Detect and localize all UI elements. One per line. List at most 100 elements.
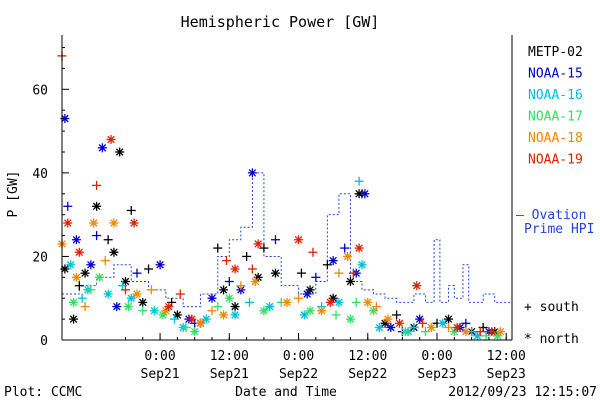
- x-tick-label-time: 0:00: [421, 349, 452, 364]
- noaa-17-south-point: [213, 302, 223, 312]
- noaa-15-south-point: [340, 243, 350, 253]
- noaa-17-north-point: [305, 306, 315, 316]
- metp-02-south-point: [242, 251, 252, 261]
- noaa-17-south-point: [420, 327, 430, 337]
- noaa-18-north-point: [161, 306, 171, 316]
- x-tick-label-time: 12:00: [487, 349, 526, 364]
- noaa-18-north-point: [495, 327, 505, 337]
- legend-ovation-line1: — Ovation: [516, 208, 586, 223]
- metp-02-north-point: [115, 147, 125, 157]
- noaa-18-south-point: [334, 268, 344, 278]
- metp-02-south-point: [392, 310, 402, 320]
- metp-02-south-point: [126, 205, 136, 215]
- noaa-19-south-point: [92, 180, 102, 190]
- x-axis-label: Date and Time: [235, 385, 337, 400]
- metp-02-south-point: [296, 268, 306, 278]
- noaa-17-south-point: [86, 285, 96, 295]
- noaa-18-south-point: [146, 285, 156, 295]
- legend-item-noaa-15: NOAA-15: [528, 67, 583, 82]
- metp-02-north-point: [80, 268, 90, 278]
- y-tick-label: 40: [32, 167, 48, 182]
- footer-plot-label: Plot: CCMC: [4, 385, 82, 400]
- noaa-18-north-point: [89, 218, 99, 228]
- noaa-16-north-point: [66, 260, 76, 270]
- noaa-18-north-point: [461, 327, 471, 337]
- noaa-18-south-point: [294, 293, 304, 303]
- noaa-18-south-point: [444, 322, 454, 332]
- y-tick-label: 0: [40, 334, 48, 349]
- x-tick-label-time: 0:00: [283, 349, 314, 364]
- noaa-19-north-point: [395, 318, 404, 328]
- noaa-16-north-point: [438, 318, 448, 328]
- metp-02-north-point: [444, 314, 454, 324]
- x-tick-label-date: Sep22: [279, 367, 318, 382]
- legend-item-metp-02: METP-02: [528, 45, 583, 60]
- noaa-19-south-point: [475, 327, 485, 337]
- noaa-19-north-point: [106, 134, 116, 144]
- noaa-15-north-point: [328, 256, 338, 266]
- x-tick-label-date: Sep21: [141, 367, 180, 382]
- noaa-18-north-point: [109, 218, 119, 228]
- noaa-18-north-point: [363, 297, 373, 307]
- noaa-16-north-point: [334, 297, 344, 307]
- noaa-17-north-point: [95, 272, 104, 282]
- legend-north-marker: * north: [524, 332, 579, 347]
- noaa-19-south-point: [120, 285, 130, 295]
- noaa-19-south-point: [308, 247, 318, 257]
- noaa-19-north-point: [63, 218, 73, 228]
- noaa-18-south-point: [207, 306, 217, 316]
- metp-02-north-point: [219, 285, 229, 295]
- noaa-15-north-point: [302, 289, 312, 299]
- noaa-17-north-point: [449, 327, 459, 337]
- noaa-19-north-point: [253, 239, 263, 249]
- noaa-18-north-point: [282, 297, 292, 307]
- noaa-19-south-point: [175, 289, 185, 299]
- noaa-19-south-point: [247, 264, 257, 274]
- metp-02-south-point: [103, 235, 113, 245]
- noaa-16-north-point: [357, 260, 367, 270]
- noaa-15-north-point: [247, 168, 257, 178]
- noaa-15-north-point: [86, 260, 96, 270]
- noaa-17-north-point: [400, 327, 410, 337]
- noaa-18-south-point: [371, 302, 381, 312]
- noaa-16-north-point: [299, 310, 309, 320]
- noaa-15-south-point: [270, 235, 280, 245]
- noaa-18-north-point: [132, 289, 142, 299]
- noaa-19-north-point: [187, 314, 197, 324]
- noaa-19-north-point: [294, 235, 304, 245]
- footer-timestamp: 2012/09/23 12:15:07: [448, 385, 597, 400]
- noaa-19-south-point: [418, 318, 428, 328]
- noaa-19-north-point: [325, 297, 335, 307]
- noaa-17-south-point: [331, 310, 341, 320]
- noaa-17-north-point: [190, 327, 200, 337]
- noaa-15-south-point: [63, 201, 73, 211]
- metp-02-north-point: [69, 314, 79, 324]
- noaa-17-north-point: [369, 306, 379, 316]
- noaa-15-south-point: [92, 231, 102, 241]
- metp-02-south-point: [144, 264, 154, 274]
- noaa-15-north-point: [112, 302, 122, 312]
- noaa-18-north-point: [71, 272, 81, 282]
- noaa-15-south-point: [224, 277, 234, 287]
- x-tick-label-time: 0:00: [144, 349, 175, 364]
- x-tick-label-date: Sep21: [210, 367, 249, 382]
- noaa-15-north-point: [97, 143, 107, 153]
- noaa-19-north-point: [487, 327, 497, 337]
- noaa-15-south-point: [311, 272, 321, 282]
- noaa-15-north-point: [207, 293, 217, 303]
- noaa-16-north-point: [201, 314, 211, 324]
- noaa-17-south-point: [181, 322, 191, 332]
- noaa-19-north-point: [230, 264, 240, 274]
- noaa-16-south-point: [245, 297, 254, 307]
- noaa-16-south-point: [170, 314, 179, 324]
- metp-02-south-point: [74, 281, 84, 291]
- legend-ovation-line2: Prime HPI: [524, 222, 594, 237]
- metp-02-south-point: [322, 260, 332, 270]
- legend-item-noaa-17: NOAA-17: [528, 110, 583, 125]
- noaa-19-north-point: [452, 322, 462, 332]
- x-tick-label-time: 12:00: [348, 349, 387, 364]
- noaa-17-north-point: [69, 297, 79, 307]
- noaa-17-north-point: [224, 293, 234, 303]
- noaa-15-south-point: [461, 318, 471, 328]
